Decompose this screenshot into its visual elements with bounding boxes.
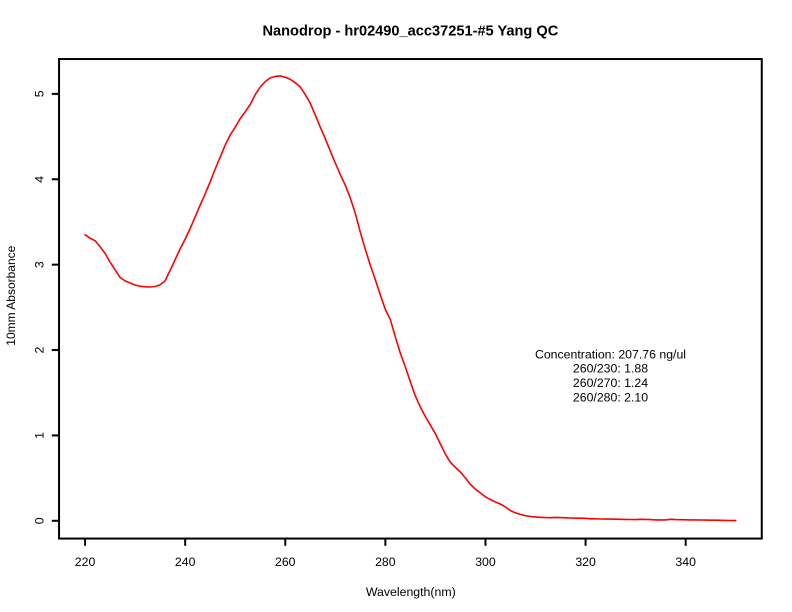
svg-text:260/270: 1.24: 260/270: 1.24 xyxy=(573,376,648,390)
svg-text:5: 5 xyxy=(32,90,46,97)
svg-text:280: 280 xyxy=(375,555,396,569)
svg-text:4: 4 xyxy=(32,176,46,183)
svg-text:Wavelength(nm): Wavelength(nm) xyxy=(366,585,456,599)
svg-text:1: 1 xyxy=(32,432,46,439)
svg-text:220: 220 xyxy=(75,555,96,569)
svg-text:320: 320 xyxy=(575,555,596,569)
svg-text:260/230: 1.88: 260/230: 1.88 xyxy=(573,362,648,376)
svg-text:240: 240 xyxy=(175,555,196,569)
svg-text:300: 300 xyxy=(475,555,496,569)
svg-text:3: 3 xyxy=(32,261,46,268)
svg-text:260: 260 xyxy=(275,555,296,569)
svg-text:2: 2 xyxy=(32,346,46,353)
svg-text:10mm Absorbance: 10mm Absorbance xyxy=(4,245,18,345)
svg-text:0: 0 xyxy=(32,517,46,524)
svg-text:Concentration: 207.76 ng/ul: Concentration: 207.76 ng/ul xyxy=(535,347,686,361)
svg-text:340: 340 xyxy=(675,555,696,569)
svg-text:260/280: 2.10: 260/280: 2.10 xyxy=(573,391,648,405)
svg-text:Nanodrop - hr02490_acc37251-#5: Nanodrop - hr02490_acc37251-#5 Yang QC xyxy=(262,23,558,39)
